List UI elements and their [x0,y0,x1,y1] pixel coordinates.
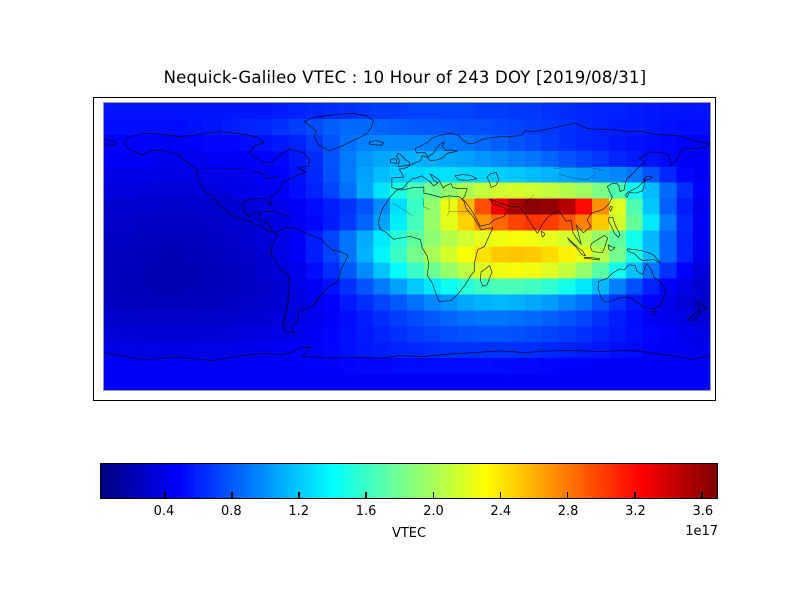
border-andes [286,275,290,327]
colorbar-tick [634,492,636,498]
coastline-north-america [124,132,309,232]
coastline-hispaniola [283,215,291,217]
coastline-caspian-sea [487,172,499,187]
colorbar-tick [432,492,435,498]
colorbar-tick [298,492,300,498]
colorbar [100,463,718,499]
coastline-britain [396,153,409,167]
colorbar-tick [701,492,703,498]
coastline-new-guinea [628,249,661,263]
colorbar-tick [365,492,367,498]
coastline-borneo [590,235,607,252]
coastline-java [584,257,599,260]
coastline-south-america [271,227,348,332]
coastline-africa [378,187,492,301]
coastline-eurasia [392,123,710,244]
coastline-new-zealand [687,302,707,321]
coastlines-svg [104,103,710,390]
coastline-cuba [264,211,282,214]
coastline-greenland [304,113,373,150]
coastline-paths [104,113,710,360]
colorbar-tick-label: 3.2 [625,504,646,519]
colorbar-tick [499,492,502,498]
border-us-canada [170,136,249,169]
plot-title: Nequick-Galileo VTEC : 10 Hour of 243 DO… [163,68,647,87]
coastline-taiwan [609,206,612,211]
coastline-sumatra [567,238,585,256]
colorbar-offset-label: 1e17 [685,524,718,539]
colorbar-tick-label: 2.4 [490,504,512,519]
map-plot-area [103,102,711,391]
colorbar-tick-label: 0.4 [153,504,175,519]
coastline-chukotka [104,140,117,146]
coastline-sri-lanka [541,231,544,237]
coastline-philippines [609,217,620,237]
coastline-madagascar [480,266,492,287]
colorbar-tick-label: 1.2 [288,504,310,519]
coastline-sulawesi [608,245,615,251]
colorbar-axis-label: VTEC [391,526,427,541]
border-africa [392,196,469,216]
coastline-ireland [390,158,397,163]
colorbar-tick-label: 3.6 [692,504,714,519]
colorbar-tick-label: 0.8 [220,504,242,519]
coastline-black-sea [455,174,477,180]
colorbar-tick-labels: 0.4 0.8 1.2 1.6 2.0 2.4 2.8 3.2 3.6 [100,504,718,520]
coastline-iceland [369,140,384,145]
coastline-tasmania [651,312,657,316]
coastline-australia [598,264,666,309]
colorbar-tick-label: 2.8 [557,504,579,519]
vtec-heatmap [104,103,710,390]
coastline-great-lakes [252,172,278,179]
coastline-antarctica [104,347,710,360]
border-us-mexico [210,195,243,206]
coastline-japan [625,176,652,197]
colorbar-tick-label: 2.0 [423,504,444,519]
border-asia [523,167,604,208]
colorbar-tick [566,492,569,498]
colorbar-gradient [101,464,717,498]
colorbar-tick [231,492,233,498]
colorbar-tick-label: 1.6 [355,504,377,519]
colorbar-tick [164,492,166,498]
country-border-paths [170,136,604,327]
